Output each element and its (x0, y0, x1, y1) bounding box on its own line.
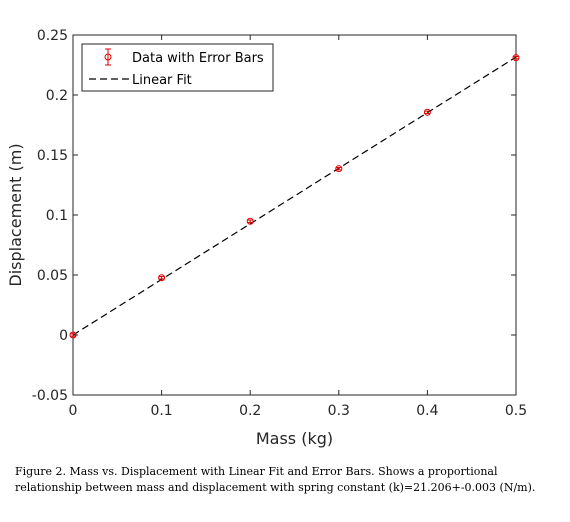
data-point (423, 108, 431, 116)
legend-label-fit: Linear Fit (132, 73, 192, 88)
y-tick-label: 0 (59, 328, 68, 344)
data-point (246, 217, 254, 225)
y-tick-label: -0.05 (32, 388, 68, 404)
x-tick-label: 0.3 (328, 403, 350, 419)
data-point (69, 331, 77, 339)
y-tick-label: 0.15 (37, 148, 68, 164)
data-point (335, 165, 343, 173)
x-axis-label: Mass (kg) (256, 429, 333, 448)
y-tick-label: 0.25 (37, 28, 68, 44)
x-tick-label: 0.5 (505, 403, 527, 419)
y-tick-label: 0.2 (46, 88, 68, 104)
legend-box (81, 43, 274, 92)
x-tick-label: 0 (69, 403, 78, 419)
x-tick-label: 0.1 (150, 403, 172, 419)
x-tick-label: 0.2 (239, 403, 261, 419)
y-tick-label: 0.1 (46, 208, 68, 224)
plot-area: 0 0.1 0.2 0.3 0.4 0.5-0.0500.050.10.150.20.25… (6, 28, 527, 448)
figure-caption: Figure 2. Mass vs. Displacement with Lin… (15, 465, 536, 494)
y-tick-label: 0.05 (37, 268, 68, 284)
x-tick-label: 0.4 (416, 403, 438, 419)
legend-marker (104, 53, 112, 61)
fit-line (72, 56, 517, 336)
chart: 0 0.1 0.2 0.3 0.4 0.5-0.0500.050.10.150.20.25… (6, 28, 527, 448)
legend-label-data: Data with Error Bars (132, 51, 264, 66)
data-point (158, 274, 166, 282)
data-point (512, 54, 520, 62)
y-axis-label: Displacement (m) (6, 143, 25, 286)
